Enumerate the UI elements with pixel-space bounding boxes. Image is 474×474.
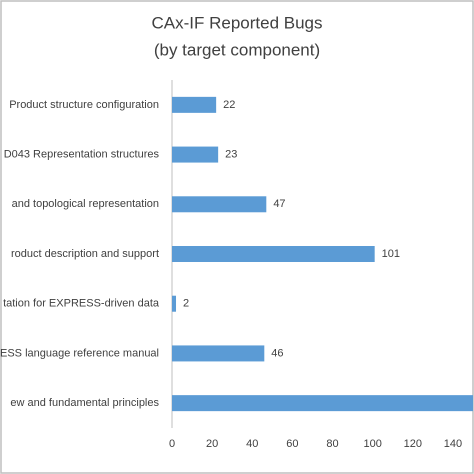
x-tick-label: 120	[404, 438, 422, 450]
bar	[172, 196, 267, 213]
bar	[172, 246, 375, 262]
y-tick-label: ESS language reference manual	[0, 347, 159, 359]
bar	[172, 345, 265, 362]
bar	[172, 395, 473, 412]
data-label: 101	[382, 248, 400, 260]
y-tick-label: Product structure configuration	[9, 99, 159, 111]
data-label: 23	[225, 148, 237, 160]
y-tick-label: ew and fundamental principles	[10, 397, 159, 409]
y-tick-label: and topological representation	[12, 198, 159, 210]
y-tick-label: tation for EXPRESS-driven data	[3, 298, 160, 310]
bar	[172, 295, 177, 312]
x-tick-label: 0	[169, 438, 175, 450]
data-label: 2	[183, 298, 189, 310]
data-label: 47	[273, 198, 285, 210]
chart-subtitle: (by target component)	[154, 40, 320, 59]
x-tick-label: 140	[444, 438, 462, 450]
y-tick-label: roduct description and support	[11, 248, 159, 260]
bar	[172, 146, 219, 163]
data-label: 22	[223, 99, 235, 111]
y-tick-label: D043 Representation structures	[4, 148, 160, 160]
x-tick-label: 20	[206, 438, 218, 450]
x-tick-label: 60	[286, 438, 298, 450]
x-tick-label: 80	[326, 438, 338, 450]
data-label: 46	[271, 347, 283, 359]
x-tick-label: 100	[363, 438, 381, 450]
chart-title: CAx-IF Reported Bugs	[151, 13, 322, 32]
bar	[172, 96, 217, 113]
x-tick-label: 40	[246, 438, 258, 450]
